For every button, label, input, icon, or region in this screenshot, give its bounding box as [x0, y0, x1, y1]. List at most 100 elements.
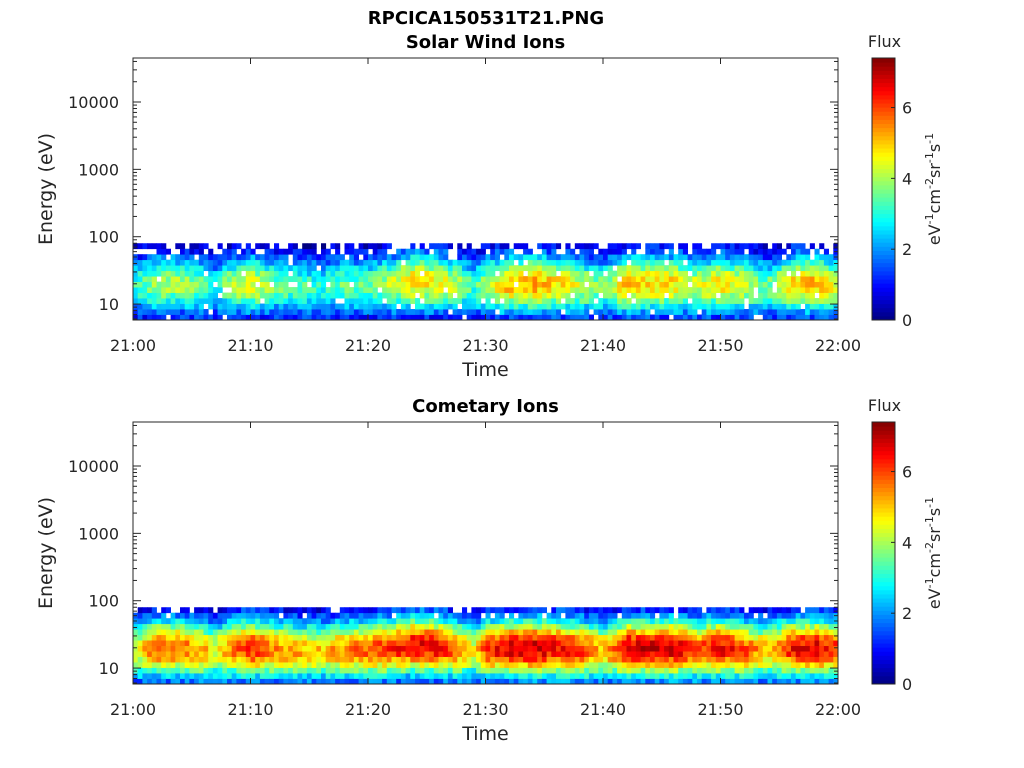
heatmap-cell	[828, 640, 834, 647]
heatmap-cell	[264, 673, 270, 679]
heatmap-cell	[565, 265, 571, 272]
heatmap-cell	[640, 259, 646, 266]
heatmap-cell	[645, 303, 651, 310]
heatmap-cell	[650, 673, 656, 679]
heatmap-cell	[560, 281, 566, 288]
heatmap-cell	[758, 656, 764, 663]
heatmap-cell	[588, 645, 594, 652]
heatmap-cell	[697, 254, 703, 261]
heatmap-cell	[476, 287, 482, 293]
heatmap-cell	[368, 612, 374, 619]
heatmap-cell	[245, 612, 251, 619]
heatmap-cell	[607, 651, 613, 657]
heatmap-cell	[217, 656, 223, 663]
heatmap-cell	[250, 667, 256, 674]
heatmap-cell	[462, 629, 468, 636]
heatmap-cell	[175, 287, 181, 293]
heatmap-cell	[311, 640, 317, 647]
heatmap-cell	[330, 303, 336, 310]
heatmap-cell	[189, 248, 195, 255]
heatmap-cell	[165, 298, 171, 304]
heatmap-cell	[682, 618, 688, 625]
heatmap-cell	[269, 607, 275, 614]
heatmap-cell	[556, 634, 562, 641]
heatmap-cell	[170, 281, 176, 288]
heatmap-cell	[518, 287, 524, 293]
heatmap-cell	[476, 623, 482, 630]
heatmap-cell	[715, 265, 721, 272]
heatmap-cell	[184, 640, 190, 647]
heatmap-cell	[410, 287, 416, 293]
colorbar-segment	[872, 254, 895, 260]
heatmap-cell	[175, 678, 181, 685]
heatmap-cell	[208, 270, 214, 277]
heatmap-cell	[823, 309, 829, 315]
heatmap-cell	[791, 243, 797, 250]
heatmap-cell	[476, 254, 482, 261]
heatmap-cell	[758, 629, 764, 636]
heatmap-cell	[645, 292, 651, 299]
heatmap-cell	[607, 618, 613, 625]
heatmap-cell	[297, 265, 303, 272]
heatmap-cell	[762, 651, 768, 657]
heatmap-cell	[598, 265, 604, 272]
heatmap-cell	[664, 618, 670, 625]
heatmap-cell	[457, 673, 463, 679]
heatmap-cell	[626, 265, 632, 272]
heatmap-cell	[382, 314, 388, 321]
heatmap-cell	[551, 629, 557, 636]
heatmap-cell	[184, 276, 190, 283]
heatmap-cell	[264, 248, 270, 255]
heatmap-cell	[419, 656, 425, 663]
colorbar-segment	[872, 299, 895, 305]
heatmap-cell	[433, 248, 439, 255]
heatmap-cell	[245, 254, 251, 261]
heatmap-cell	[227, 618, 233, 625]
heatmap-cell	[297, 298, 303, 304]
heatmap-cell	[753, 309, 759, 315]
heatmap-cell	[795, 618, 801, 625]
heatmap-cell	[255, 612, 261, 619]
heatmap-cell	[833, 656, 839, 663]
colorbar-segment	[872, 462, 895, 468]
heatmap-cell	[330, 314, 336, 321]
heatmap-cell	[250, 662, 256, 668]
heatmap-cell	[198, 314, 204, 321]
heatmap-cell	[650, 303, 656, 310]
heatmap-cell	[485, 640, 491, 647]
heatmap-cell	[776, 314, 782, 321]
heatmap-cell	[466, 270, 472, 277]
heatmap-cell	[518, 618, 524, 625]
heatmap-cell	[612, 618, 618, 625]
heatmap-cell	[443, 634, 449, 641]
heatmap-cell	[353, 667, 359, 674]
heatmap-cell	[259, 634, 265, 641]
heatmap-cell	[137, 281, 143, 288]
heatmap-cell	[184, 607, 190, 614]
heatmap-cell	[433, 651, 439, 657]
heatmap-cell	[800, 314, 806, 321]
heatmap-cell	[433, 673, 439, 679]
heatmap-cell	[325, 656, 331, 663]
heatmap-cell	[170, 640, 176, 647]
heatmap-cell	[227, 678, 233, 685]
heatmap-cell	[513, 623, 519, 630]
heatmap-cell	[697, 243, 703, 250]
heatmap-cell	[349, 276, 355, 283]
heatmap-cell	[513, 645, 519, 652]
heatmap-cell	[640, 281, 646, 288]
heatmap-cell	[227, 612, 233, 619]
heatmap-cell	[452, 276, 458, 283]
heatmap-cell	[485, 281, 491, 288]
heatmap-cell	[198, 634, 204, 641]
heatmap-cell	[405, 276, 411, 283]
heatmap-cell	[828, 634, 834, 641]
heatmap-cell	[720, 248, 726, 255]
heatmap-cell	[833, 259, 839, 266]
colorbar-segment	[872, 164, 895, 170]
heatmap-cell	[222, 651, 228, 657]
heatmap-cell	[278, 259, 284, 266]
heatmap-cell	[255, 265, 261, 272]
heatmap-cell	[504, 623, 510, 630]
heatmap-cell	[720, 618, 726, 625]
